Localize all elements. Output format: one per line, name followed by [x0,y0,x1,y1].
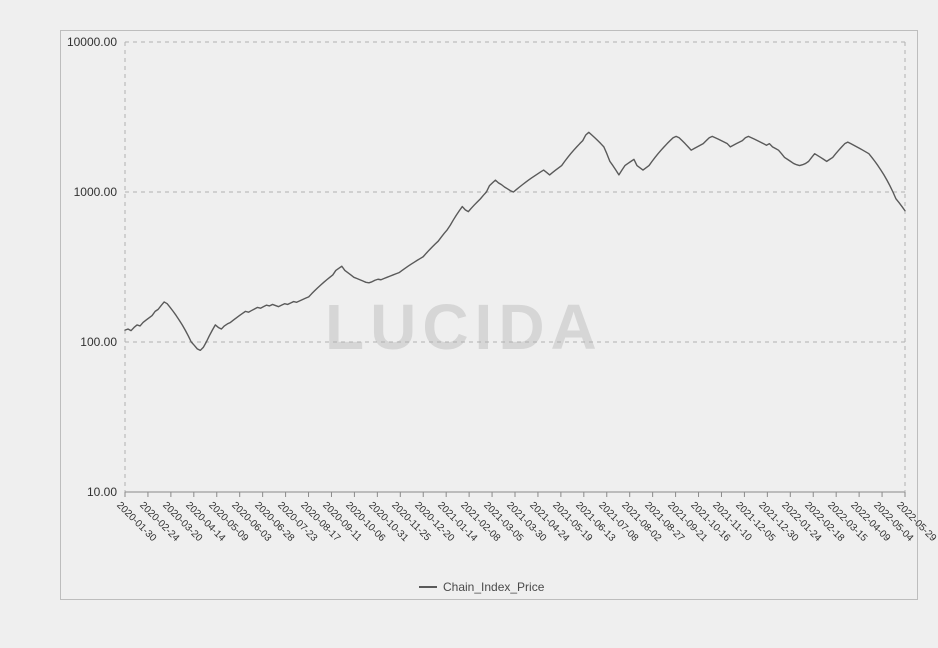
legend-label: Chain_Index_Price [443,580,544,594]
chart-legend: Chain_Index_Price [419,580,544,594]
legend-line-swatch [419,586,437,588]
y-tick-label: 10000.00 [0,35,117,49]
chart-plot-area [125,42,905,492]
y-tick-label: 1000.00 [0,185,117,199]
y-tick-label: 10.00 [0,485,117,499]
y-tick-label: 100.00 [0,335,117,349]
